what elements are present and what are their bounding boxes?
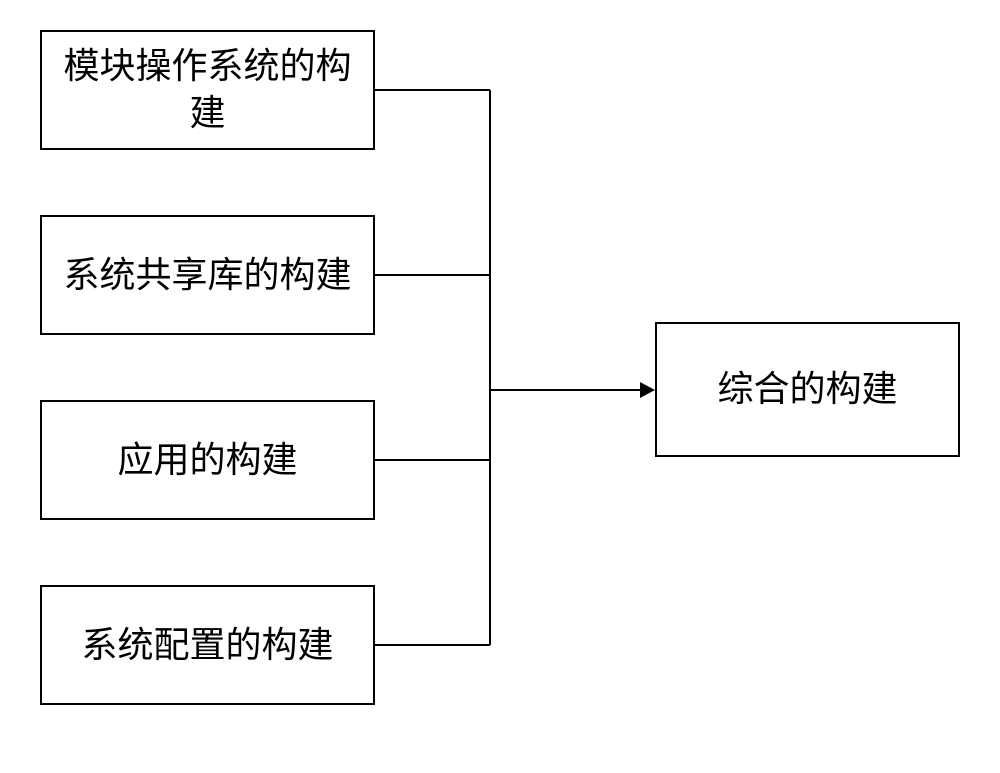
node-label: 应用的构建 xyxy=(117,437,297,484)
node-integrated-build: 综合的构建 xyxy=(655,322,960,457)
node-label: 系统共享库的构建 xyxy=(63,252,351,299)
node-label: 综合的构建 xyxy=(717,366,897,413)
node-shared-library-build: 系统共享库的构建 xyxy=(40,215,375,335)
flowchart-container: 模块操作系统的构建 系统共享库的构建 应用的构建 系统配置的构建 综合的构建 xyxy=(0,0,1000,773)
node-label: 系统配置的构建 xyxy=(81,622,333,669)
node-label: 模块操作系统的构建 xyxy=(52,43,363,137)
node-module-os-build: 模块操作系统的构建 xyxy=(40,30,375,150)
node-system-config-build: 系统配置的构建 xyxy=(40,585,375,705)
node-application-build: 应用的构建 xyxy=(40,400,375,520)
arrow-head-icon xyxy=(640,382,655,398)
